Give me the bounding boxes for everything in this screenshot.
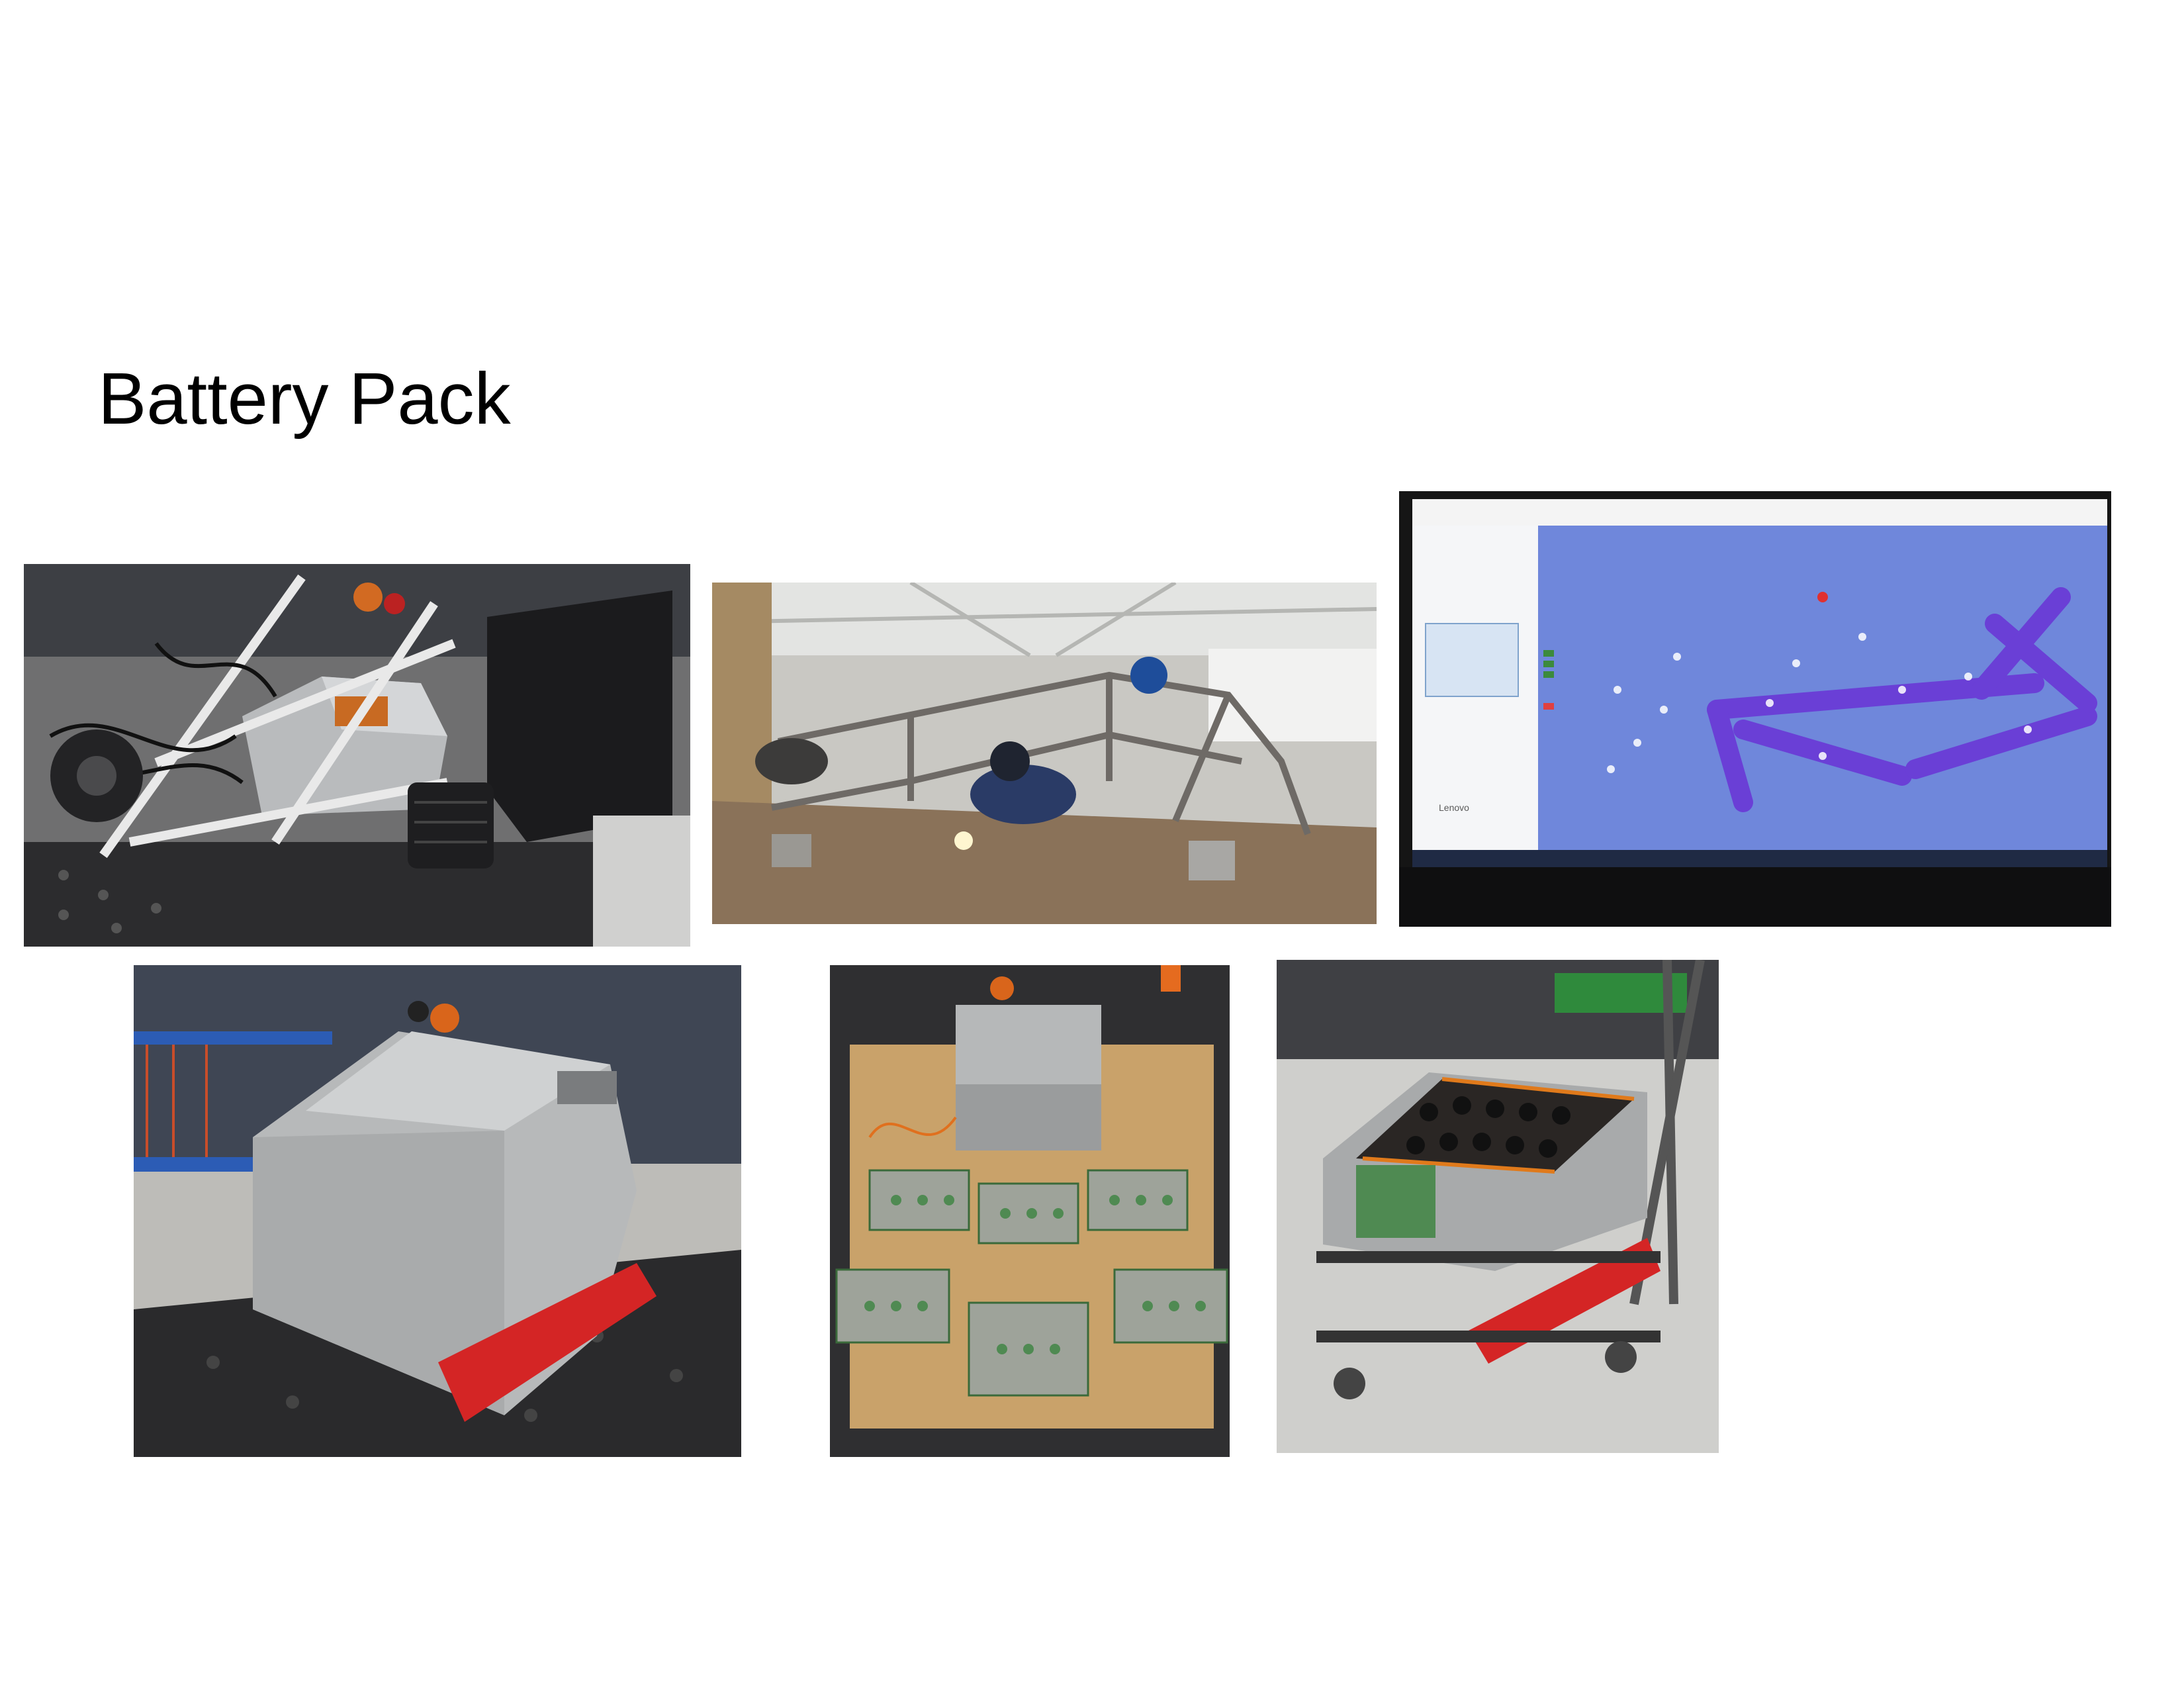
photo-aluminum-enclosure (134, 965, 741, 1457)
chassis-photo-graphic (24, 564, 690, 947)
photo-battery-modules (830, 965, 1230, 1457)
photo-3d-scan-screen: Lenovo (1399, 491, 2111, 927)
modules-photo-graphic (830, 965, 1230, 1457)
welding-photo-graphic (712, 583, 1377, 924)
slide-title: Battery Pack (98, 358, 511, 440)
photo-chassis-battery (24, 564, 690, 947)
open-pack-photo-graphic (1277, 960, 1719, 1453)
enclosure-photo-graphic (134, 965, 741, 1457)
photo-welding-frame (712, 583, 1377, 924)
laptop-brand-label: Lenovo (1439, 802, 1469, 813)
scan-photo-graphic (1399, 491, 2111, 927)
photo-open-pack-cart (1277, 960, 1719, 1453)
